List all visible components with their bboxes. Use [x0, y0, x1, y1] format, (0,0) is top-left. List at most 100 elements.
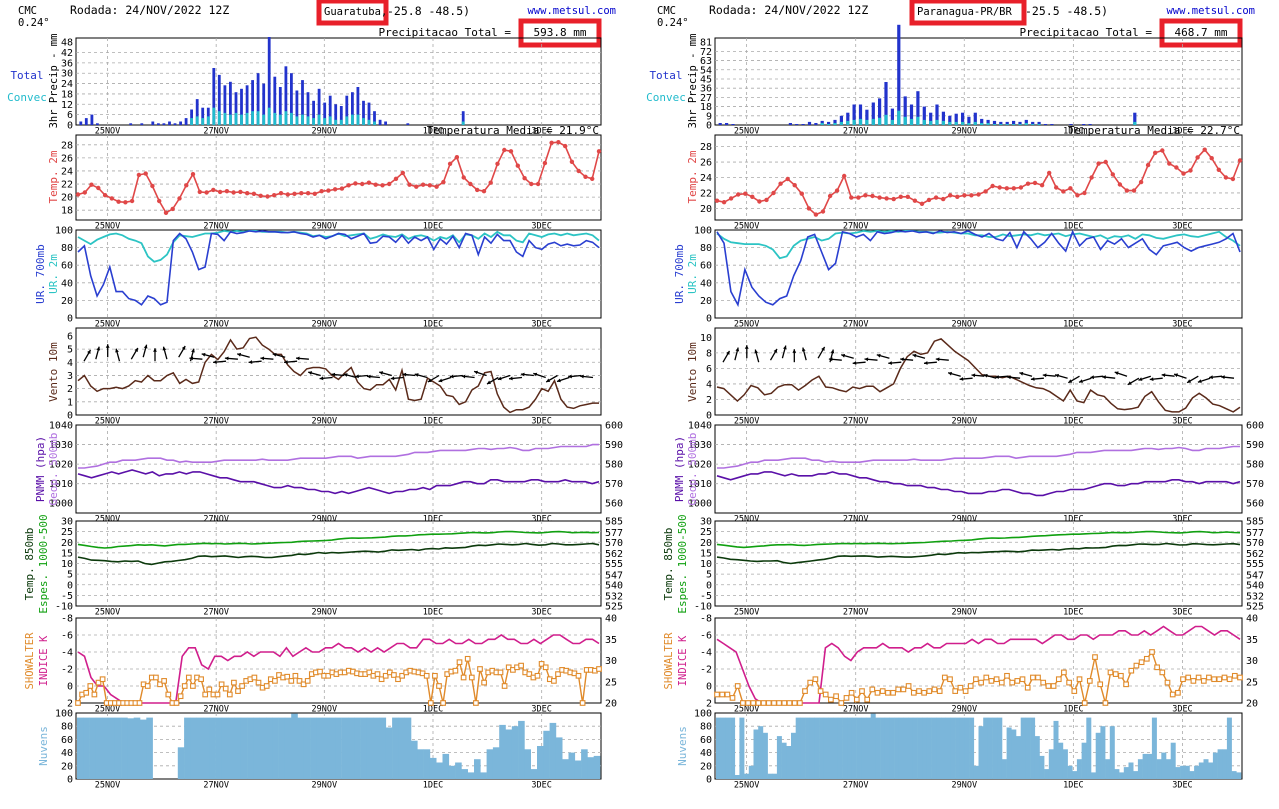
location-label: Guaratuba,: [324, 6, 387, 18]
cloud-bar: [1119, 772, 1125, 779]
date-label-1dec: 1DEC: [1063, 781, 1083, 791]
wind-arrow-head: [995, 375, 999, 379]
precip-convec-bar: [217, 111, 221, 125]
precip-convec-bar: [986, 123, 990, 125]
cloud-bar: [423, 749, 431, 779]
show-ytick-label: 0: [67, 682, 73, 693]
cloud-bar: [875, 717, 881, 779]
showalter-point: [1169, 691, 1176, 698]
precip-convec-bar: [999, 124, 1003, 125]
date-label-3dec: 3DEC: [1172, 781, 1192, 791]
temp-2m-point: [549, 140, 554, 145]
cloud-bar: [884, 717, 890, 779]
precip-total-bar: [731, 124, 735, 125]
temp-2m-point: [1202, 147, 1207, 152]
showalter-point: [765, 700, 772, 706]
showalter-point: [1231, 672, 1238, 679]
cloud-bar: [303, 717, 311, 779]
cloud-bar: [537, 746, 544, 779]
t850-ytick-label: -10: [694, 602, 712, 613]
nuvens-ylabel: Nuvens: [37, 726, 50, 766]
precip-ytick-label: 27: [700, 93, 712, 104]
show-ytick-label: -6: [61, 631, 73, 642]
showalter-point: [518, 662, 524, 669]
temp-2m-point: [305, 191, 311, 196]
cloud-bar: [530, 769, 538, 779]
precip-total-bar: [245, 85, 249, 125]
date-label-27nov: 27NOV: [843, 705, 869, 715]
date-label-29nov: 29NOV: [312, 127, 338, 137]
cloud-bar: [398, 717, 405, 779]
precip-total-highlight-box: [518, 18, 602, 48]
date-label-25nov: 25NOV: [95, 320, 121, 330]
precip-convec-bar: [312, 118, 315, 125]
precip-total-bar: [229, 81, 232, 125]
precip-ytick-label: 30: [61, 69, 73, 80]
date-label-27nov: 27NOV: [843, 222, 869, 232]
showalter-point: [214, 691, 221, 698]
showalter-point: [75, 700, 81, 706]
cloud-bar: [819, 717, 825, 779]
showalter-point: [436, 683, 442, 689]
temp-2m-point: [204, 190, 209, 195]
wind-arrow-head: [557, 378, 561, 383]
precip-convec-bar: [206, 116, 210, 125]
wind-arrow-head: [379, 371, 384, 375]
show-ytick-label: 2: [706, 699, 712, 710]
t850-ytick-right-label: 532: [1246, 592, 1264, 603]
wind-arrow-head: [284, 360, 288, 364]
temp-2m-point: [143, 171, 148, 176]
cloud-bar: [499, 724, 506, 779]
temp-2m-line: [77, 141, 600, 214]
showalter-point: [874, 689, 881, 696]
precip-convec-bar: [229, 114, 232, 125]
wind-arrow-head: [726, 350, 730, 355]
temp-ytick-label: 28: [61, 140, 73, 151]
wind-arrow-head: [213, 360, 217, 364]
temp-2m-point: [224, 189, 230, 194]
temp-2m-point: [346, 183, 351, 188]
cloud-bar: [786, 746, 792, 779]
date-label-3dec: 3DEC: [531, 781, 551, 791]
temp-2m-point: [150, 183, 155, 189]
temp-2m-point: [123, 200, 128, 205]
showalter-point: [366, 669, 373, 676]
t850-ytick-label: -10: [55, 602, 73, 613]
cloud-bar: [1184, 765, 1190, 779]
cloud-bar: [898, 717, 904, 779]
showalter-point: [936, 688, 943, 694]
temp-2m-point: [258, 193, 263, 198]
date-label-25nov: 25NOV: [734, 781, 760, 791]
t850-ytick-right-label: 555: [1246, 559, 1264, 570]
cloud-bar: [795, 717, 801, 779]
date-label-1dec: 1DEC: [423, 222, 443, 232]
cloud-bar: [203, 717, 210, 779]
site-link[interactable]: www.metsul.com: [1166, 5, 1255, 17]
pnmm-ytick-label: 1040: [49, 421, 73, 432]
temp-2m-point: [990, 183, 995, 189]
show-ytick-right-label: 30: [605, 656, 617, 667]
date-label-3dec: 3DEC: [1172, 222, 1192, 232]
temp-2m-point: [292, 191, 297, 196]
cloud-bar: [486, 749, 494, 779]
site-link[interactable]: www.metsul.com: [527, 5, 616, 17]
cloud-bar: [417, 749, 424, 779]
precip-total-bar: [195, 99, 199, 125]
precip-total-bar: [334, 104, 338, 125]
showalter-point: [812, 676, 819, 683]
temp-2m-point: [1004, 186, 1009, 191]
showalter-point: [1190, 678, 1197, 684]
date-label-27nov: 27NOV: [203, 222, 229, 232]
wind-arrow-head: [773, 348, 777, 353]
precip-total-bar: [788, 123, 792, 125]
show-ytick-right-label: 25: [605, 677, 617, 688]
precip-total-bar: [339, 106, 343, 125]
t850-ytick-right-label: 547: [1246, 570, 1264, 581]
cloud-bar: [903, 717, 909, 779]
showalter-point: [1102, 700, 1109, 706]
showalter-point: [1180, 676, 1186, 683]
showalter-point: [776, 700, 782, 706]
cloud-bar: [329, 717, 336, 779]
wind-10m-line: [716, 338, 1241, 413]
cloud-bar: [581, 749, 588, 779]
